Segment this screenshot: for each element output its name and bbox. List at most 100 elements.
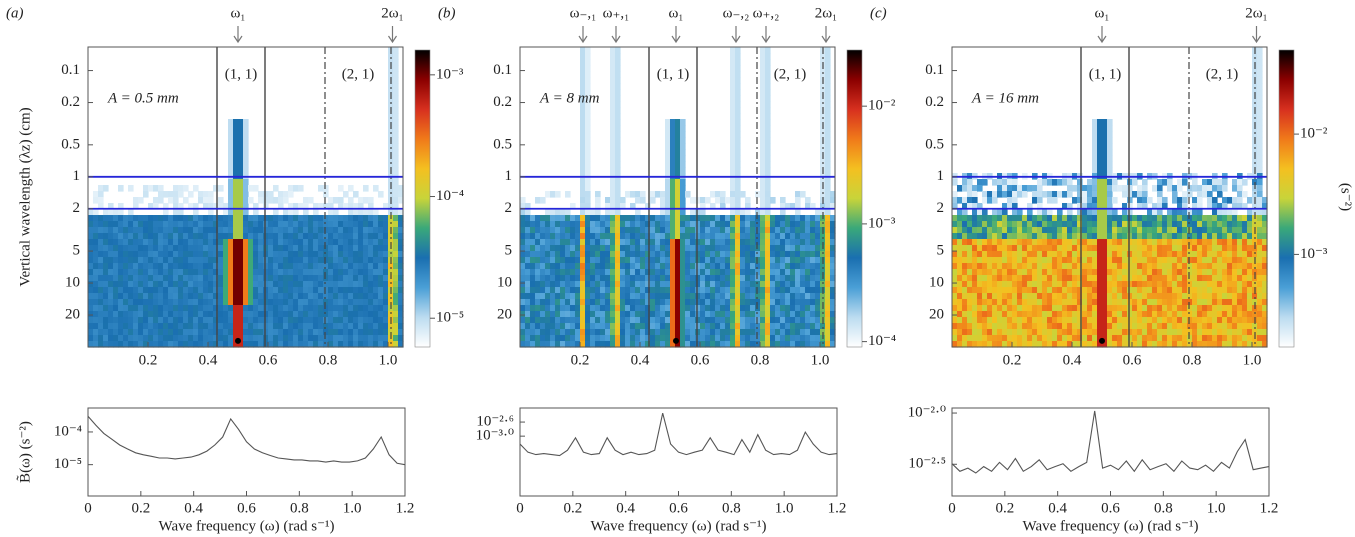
heatmap-cell [700,257,706,264]
heatmap-cell [550,263,556,270]
heatmap-cell [1057,335,1063,342]
heatmap-cell [163,311,169,318]
heatmap-cell [248,215,254,222]
spectrum-line [519,412,838,457]
heatmap-cell [1157,209,1163,216]
heatmap-cell [790,263,796,270]
heatmap-cell [338,221,344,228]
heatmap-cell [283,281,289,288]
heatmap-cell [1112,269,1118,276]
heatmap-cell [997,293,1003,300]
heatmap-cell [1042,317,1048,324]
heatmap-cell [193,263,199,270]
heatmap-cell [323,233,329,240]
heatmap-cell [1057,293,1063,300]
heatmap-cell [780,203,786,210]
heatmap-cell [348,197,354,204]
heatmap-cell [805,227,811,234]
heatmap-cell [1072,239,1078,246]
heatmap-cell [343,227,349,234]
heatmap-cell [595,227,601,234]
heatmap-cell [138,227,144,234]
heatmap-cell [313,305,319,312]
heatmap-cell [1092,203,1098,210]
heatmap-cell [655,335,661,342]
heatmap-cell [158,221,164,228]
heatmap-cell [1057,263,1063,270]
heatmap-cell [398,305,404,312]
heatmap-cell [288,305,294,312]
heatmap-cell [1087,299,1093,306]
heatmap-cell [590,317,596,324]
heatmap-cell [992,299,998,306]
heatmap-cell [1182,221,1188,228]
heatmap-cell [243,293,249,300]
heatmap-cell [952,191,958,198]
heatmap-cell [972,299,978,306]
heatmap-cell [378,311,384,318]
heatmap-cell [393,215,399,222]
heatmap-cell [610,221,616,228]
heatmap-cell [353,329,359,336]
heatmap-cell [765,161,771,168]
heatmap-cell [188,251,194,258]
heatmap-cell [810,275,816,282]
heatmap-cell [560,293,566,300]
heatmap-cell [338,263,344,270]
heatmap-cell [545,305,551,312]
heatmap-cell [168,191,174,198]
heatmap-cell [1057,179,1063,186]
heatmap-cell [173,233,179,240]
peak-point [235,337,241,344]
heatmap-cell [957,323,963,330]
heatmap-cell [700,317,706,324]
heatmap-cell [1102,269,1108,276]
heatmap-cell [1072,335,1078,342]
heatmap-cell [393,203,399,210]
heatmap-cell [1157,293,1163,300]
heatmap-cell [685,305,691,312]
heatmap-cell [560,251,566,258]
heatmap-cell [198,341,204,348]
heatmap-cell [590,329,596,336]
heatmap-cell [962,185,968,192]
heatmap-cell [133,305,139,312]
heatmap-cell [977,305,983,312]
heatmap-cell [615,167,621,174]
heatmap-cell [645,227,651,234]
heatmap-cell [268,221,274,228]
heatmap-cell [675,149,681,156]
heatmap-cell [610,161,616,168]
heatmap-cell [805,221,811,228]
heatmap-cell [605,269,611,276]
heatmap-cell [605,341,611,348]
heatmap-cell [223,221,229,228]
heatmap-cell [545,233,551,240]
heatmap-cell [525,269,531,276]
heatmap-cell [810,311,816,318]
heatmap-cell [1177,269,1183,276]
heatmap-cell [575,311,581,318]
heatmap-cell [685,335,691,342]
heatmap-cell [398,335,404,342]
heatmap-cell [982,341,988,348]
heatmap-cell [655,215,661,222]
heatmap-cell [158,329,164,336]
heatmap-cell [198,251,204,258]
heatmap-cell [1107,221,1113,228]
heatmap-cell [1187,311,1193,318]
heatmap-cell [1167,263,1173,270]
heatmap-cell [253,341,259,348]
heatmap-cell [620,299,626,306]
heatmap-cell [173,215,179,222]
heatmap-cell [258,191,264,198]
heatmap-cell [977,317,983,324]
heatmap-cell [615,341,621,348]
heatmap-cell [303,263,309,270]
heatmap-cell [1112,233,1118,240]
heatmap-cell [740,311,746,318]
heatmap-cell [1057,221,1063,228]
heatmap-cell [1032,269,1038,276]
heatmap-cell [615,209,621,216]
